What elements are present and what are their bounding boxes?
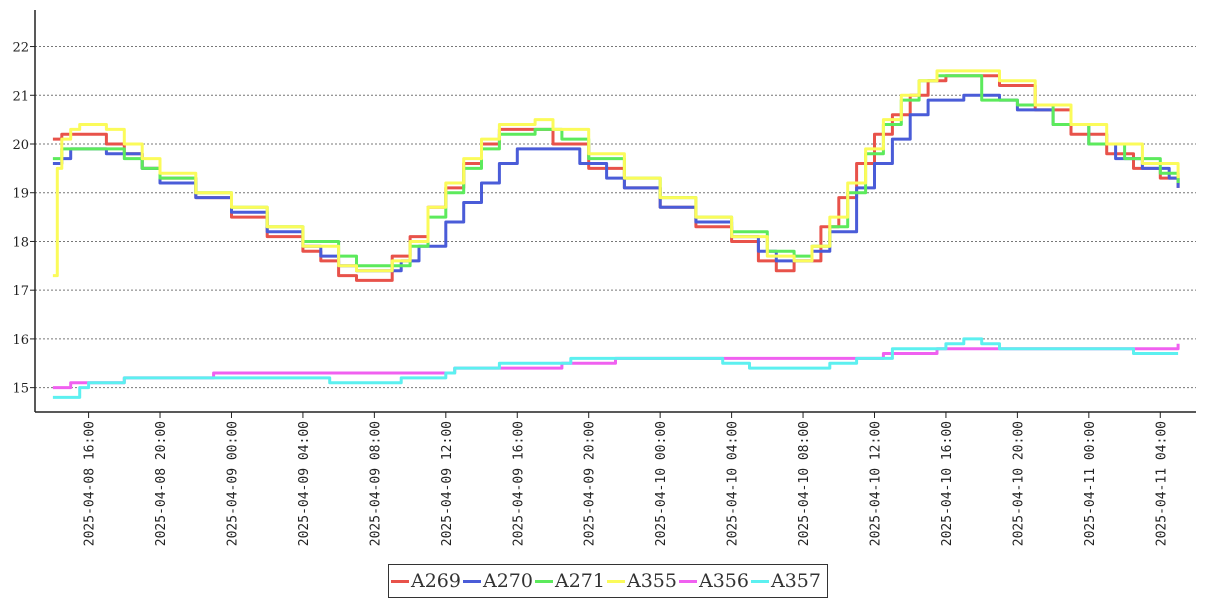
legend-label: A269 [411,570,461,592]
x-axis-ticks: 2025-04-08 16:00 2025-04-08 20:00 2025-04-… [83,412,1169,546]
legend: A269 A270 A271 A355 A356 A357 [388,564,828,598]
series-line-A357 [52,337,1179,399]
legend-label: A357 [771,570,821,592]
legend-swatch [679,579,697,583]
x-tick-label: 2025-04-10 16:00 [940,421,955,546]
x-tick-label: 2025-04-08 20:00 [154,421,169,546]
y-tick-label: 15 [12,382,29,397]
series-line-A355 [52,69,1180,278]
y-tick-label: 18 [12,235,29,250]
x-tick-label: 2025-04-10 04:00 [726,421,741,546]
y-tick-label: 16 [12,333,29,348]
grid-lines [35,46,1196,389]
legend-label: A271 [555,570,605,592]
x-tick-label: 2025-04-09 12:00 [440,421,455,546]
legend-item-A269: A269 [391,570,461,592]
x-tick-label: 2025-04-09 16:00 [511,421,526,546]
series-line-A271 [52,74,1180,268]
x-tick-label: 2025-04-09 00:00 [225,421,240,546]
x-tick-label: 2025-04-10 12:00 [868,421,883,546]
legend-swatch [391,579,409,583]
legend-label: A355 [627,570,677,592]
legend-swatch [463,579,481,583]
legend-swatch [535,579,553,583]
x-tick-label: 2025-04-09 08:00 [368,421,383,546]
legend-item-A270: A270 [463,570,533,592]
legend-swatch [751,579,769,583]
legend-label: A356 [699,570,749,592]
axes [34,10,1196,413]
legend-swatch [607,579,625,583]
y-tick-label: 17 [12,284,29,299]
x-tick-label: 2025-04-09 04:00 [297,421,312,546]
y-tick-label: 21 [12,89,29,104]
series-layer [52,69,1180,399]
legend-item-A357: A357 [751,570,821,592]
x-tick-label: 2025-04-11 00:00 [1083,421,1098,546]
series-line-A270 [52,93,1180,273]
x-tick-label: 2025-04-10 00:00 [654,421,669,546]
x-tick-label: 2025-04-10 08:00 [797,421,812,546]
legend-item-A356: A356 [679,570,749,592]
y-tick-label: 22 [12,41,29,56]
legend-label: A270 [483,570,533,592]
series-line-A356 [52,343,1180,390]
y-tick-label: 20 [12,138,29,153]
legend-item-A271: A271 [535,570,605,592]
legend-item-A355: A355 [607,570,677,592]
y-tick-label: 19 [12,187,29,202]
x-tick-label: 2025-04-11 04:00 [1154,421,1169,546]
x-tick-label: 2025-04-10 20:00 [1011,421,1026,546]
x-tick-label: 2025-04-09 20:00 [583,421,598,546]
x-tick-label: 2025-04-08 16:00 [83,421,98,546]
y-axis-ticks: 15 16 17 18 19 20 21 22 [12,41,35,397]
